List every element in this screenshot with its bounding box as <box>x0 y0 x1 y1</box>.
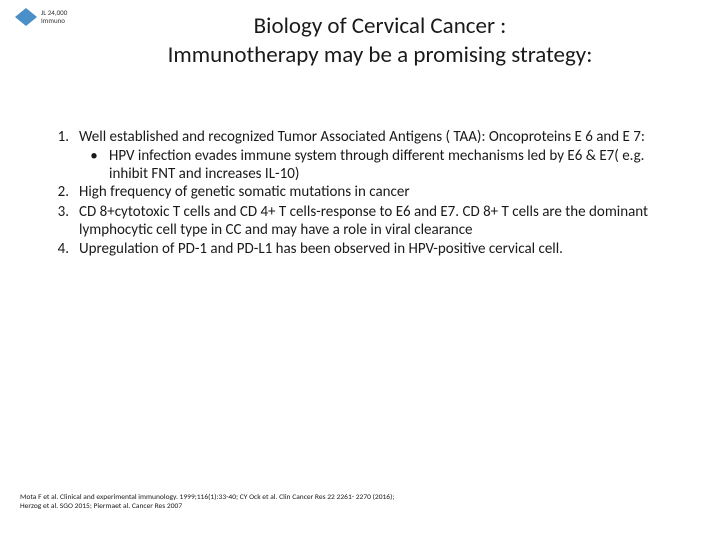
citation-line-2: Herzog et al. SGO 2015; Piermaet al. Can… <box>20 502 700 512</box>
list-number: 2. <box>55 183 79 201</box>
slide-content: 1. Well established and recognized Tumor… <box>0 128 720 259</box>
logo-text-bottom: Immuno <box>41 17 67 25</box>
list-text: Upregulation of PD-1 and PD-L1 has been … <box>79 240 675 258</box>
list-text: CD 8+cytotoxic T cells and CD 4+ T cells… <box>79 203 675 240</box>
sub-list-text: HPV infection evades immune system throu… <box>109 147 675 184</box>
list-number: 4. <box>55 240 79 258</box>
slide-title: Biology of Cervical Cancer : Immunothera… <box>0 0 720 70</box>
sub-list-item: • HPV infection evades immune system thr… <box>85 147 675 184</box>
title-line-1: Biology of Cervical Cancer : <box>80 12 680 41</box>
list-item: 3. CD 8+cytotoxic T cells and CD 4+ T ce… <box>55 203 675 240</box>
logo-icon <box>15 8 37 26</box>
list-number: 3. <box>55 203 79 240</box>
list-item: 2. High frequency of genetic somatic mut… <box>55 183 675 201</box>
citation-line-1: Mota F et al. Clinical and experimental … <box>20 493 700 503</box>
list-item: 1. Well established and recognized Tumor… <box>55 128 675 146</box>
list-text: High frequency of genetic somatic mutati… <box>79 183 675 201</box>
logo-text: JL 24,000 Immuno <box>41 9 67 24</box>
bullet-icon: • <box>85 147 109 184</box>
citation-footer: Mota F et al. Clinical and experimental … <box>20 493 700 513</box>
list-text: Well established and recognized Tumor As… <box>79 128 675 146</box>
title-line-2: Immunotherapy may be a promising strateg… <box>80 41 680 70</box>
logo-area: JL 24,000 Immuno <box>15 8 67 26</box>
list-number: 1. <box>55 128 79 146</box>
list-item: 4. Upregulation of PD-1 and PD-L1 has be… <box>55 240 675 258</box>
